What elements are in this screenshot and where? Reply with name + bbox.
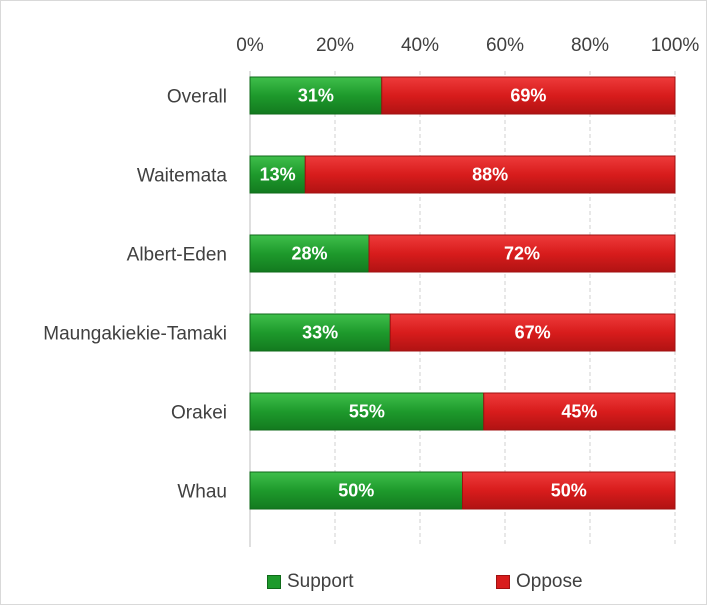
legend-swatch-oppose (496, 575, 510, 589)
data-label-oppose: 67% (515, 323, 551, 343)
category-label: Maungakiekie-Tamaki (43, 324, 227, 345)
legend: Support Oppose (1, 567, 707, 597)
bar-support (249, 392, 485, 431)
x-tick-label: 20% (316, 35, 354, 56)
bar-support (249, 76, 383, 115)
x-tick-label: 0% (236, 35, 264, 56)
data-label-support: 13% (260, 165, 296, 185)
data-label-oppose: 88% (472, 165, 508, 185)
category-label: Waitemata (137, 166, 228, 187)
data-label-oppose: 69% (510, 86, 546, 106)
x-tick-label: 60% (486, 35, 524, 56)
category-label: Albert-Eden (127, 245, 227, 266)
legend-item-support: Support (267, 567, 354, 597)
category-label: Orakei (171, 403, 227, 424)
data-label-oppose: 45% (561, 402, 597, 422)
x-tick-label: 100% (651, 35, 700, 56)
data-label-support: 55% (349, 402, 385, 422)
data-label-support: 31% (298, 86, 334, 106)
legend-swatch-support (267, 575, 281, 589)
bar-oppose (304, 155, 676, 194)
x-tick-label: 80% (571, 35, 609, 56)
x-tick-label: 40% (401, 35, 439, 56)
data-label-oppose: 50% (551, 481, 587, 501)
legend-label-support: Support (287, 571, 354, 592)
bar-support (249, 234, 370, 273)
bar-oppose (483, 392, 676, 431)
bar-support (249, 471, 463, 510)
bar-oppose (389, 313, 676, 352)
data-label-support: 28% (291, 244, 327, 264)
legend-label-oppose: Oppose (516, 571, 583, 592)
data-label-support: 33% (302, 323, 338, 343)
bar-oppose (368, 234, 676, 273)
data-label-support: 50% (338, 481, 374, 501)
category-label: Whau (177, 482, 227, 503)
chart-plot: 0% 20% 40% 60% 80% 100% Overall Waitemata Alber… (43, 35, 700, 547)
bar-oppose (462, 471, 676, 510)
data-label-oppose: 72% (504, 244, 540, 264)
bar-oppose (381, 76, 676, 115)
legend-item-oppose: Oppose (496, 567, 583, 597)
category-label: Overall (167, 87, 227, 108)
bar-support (249, 313, 391, 352)
